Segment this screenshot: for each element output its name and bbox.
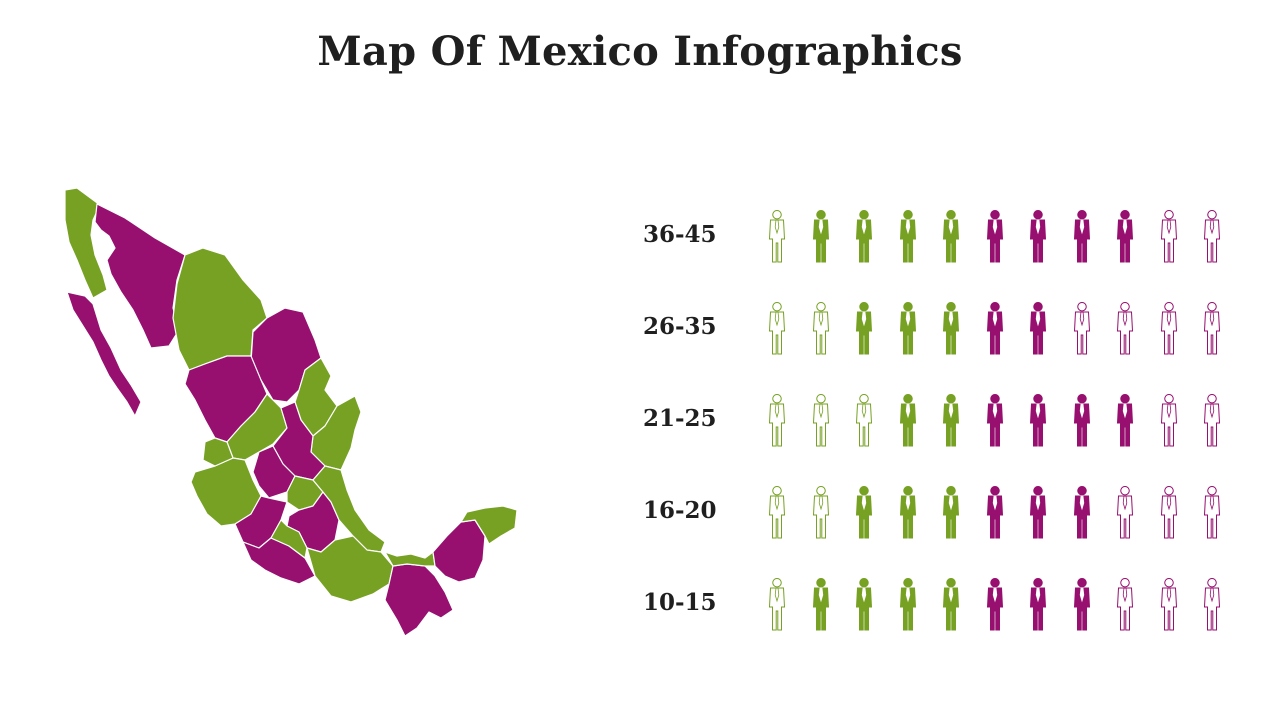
person-icon: [810, 485, 832, 541]
person-icon: [1201, 577, 1223, 633]
person-icon: [1201, 485, 1223, 541]
person-icon: [940, 577, 962, 633]
person-icon: [853, 393, 875, 449]
person-icon: [810, 393, 832, 449]
age-row-26-35: 26-35: [640, 299, 1240, 359]
person-icon: [1027, 393, 1049, 449]
person-icon: [940, 209, 962, 265]
person-icon: [1114, 485, 1136, 541]
person-icon: [984, 301, 1006, 357]
person-icon: [853, 485, 875, 541]
state-chiapas: [384, 563, 454, 637]
age-label: 36-45: [643, 221, 717, 248]
state-morelos: [270, 519, 308, 559]
person-icon: [897, 209, 919, 265]
person-icon: [766, 209, 788, 265]
person-icon: [1071, 485, 1093, 541]
person-icon: [897, 485, 919, 541]
state-nayarit: [202, 437, 234, 467]
age-label: 16-20: [643, 497, 717, 524]
person-icon: [810, 577, 832, 633]
age-row-16-20: 16-20: [640, 483, 1240, 543]
person-icon: [1158, 209, 1180, 265]
state-baja-california-sur: [66, 291, 142, 417]
person-icon: [1114, 209, 1136, 265]
person-icon: [1114, 577, 1136, 633]
person-icons: [766, 577, 1236, 633]
person-icon: [1027, 209, 1049, 265]
age-label: 10-15: [643, 589, 717, 616]
person-icon: [984, 485, 1006, 541]
person-icon: [940, 485, 962, 541]
person-icon: [984, 393, 1006, 449]
person-icon: [766, 393, 788, 449]
person-icon: [1027, 485, 1049, 541]
person-icons: [766, 209, 1236, 265]
person-icon: [853, 209, 875, 265]
person-icon: [853, 577, 875, 633]
person-icon: [810, 209, 832, 265]
person-icon: [940, 301, 962, 357]
person-icon: [940, 393, 962, 449]
person-icon: [1071, 301, 1093, 357]
person-icon: [897, 393, 919, 449]
person-icons: [766, 301, 1236, 357]
person-icon: [766, 301, 788, 357]
age-label: 21-25: [643, 405, 717, 432]
person-icon: [810, 301, 832, 357]
person-icon: [1114, 393, 1136, 449]
age-row-10-15: 10-15: [640, 575, 1240, 635]
person-icon: [853, 301, 875, 357]
person-icon: [897, 301, 919, 357]
person-icon: [984, 577, 1006, 633]
person-icon: [1201, 301, 1223, 357]
person-icon: [1158, 393, 1180, 449]
person-icon: [766, 577, 788, 633]
state-baja-california: [64, 187, 108, 299]
person-icon: [1071, 209, 1093, 265]
state-yucatan: [460, 505, 518, 545]
person-icon: [1027, 577, 1049, 633]
person-icon: [1114, 301, 1136, 357]
person-icon: [1071, 577, 1093, 633]
person-icons: [766, 485, 1236, 541]
page-title: Map Of Mexico Infographics: [317, 28, 963, 75]
mexico-map: [55, 180, 530, 650]
person-icons: [766, 393, 1236, 449]
person-icon: [1201, 393, 1223, 449]
person-icon: [1158, 485, 1180, 541]
age-row-21-25: 21-25: [640, 391, 1240, 451]
person-icon: [1027, 301, 1049, 357]
person-icon: [1158, 577, 1180, 633]
person-icon: [766, 485, 788, 541]
state-campeche: [432, 519, 486, 583]
age-label: 26-35: [643, 313, 717, 340]
state-sonora: [94, 203, 186, 349]
person-icon: [1158, 301, 1180, 357]
person-icon: [897, 577, 919, 633]
state-tabasco: [384, 551, 436, 567]
person-icon: [1071, 393, 1093, 449]
person-icon: [1201, 209, 1223, 265]
age-row-36-45: 36-45: [640, 207, 1240, 267]
person-icon: [984, 209, 1006, 265]
